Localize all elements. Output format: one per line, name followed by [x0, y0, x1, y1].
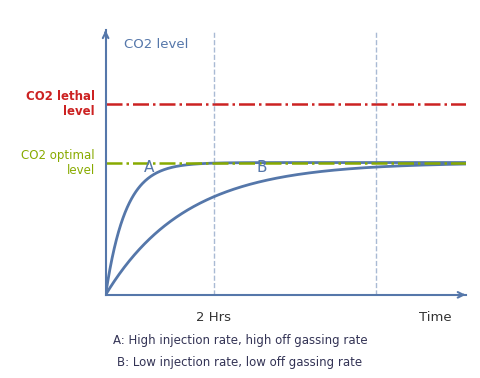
Text: CO2 level: CO2 level [124, 38, 188, 51]
Text: Time: Time [419, 311, 451, 324]
Text: CO2 lethal
level: CO2 lethal level [26, 90, 95, 118]
Text: A: A [144, 160, 154, 175]
Text: B: Low injection rate, low off gassing rate: B: Low injection rate, low off gassing r… [118, 356, 362, 369]
Text: A: High injection rate, high off gassing rate: A: High injection rate, high off gassing… [113, 334, 367, 347]
Text: B: B [257, 160, 267, 175]
Text: CO2 optimal
level: CO2 optimal level [21, 149, 95, 177]
Text: 2 Hrs: 2 Hrs [196, 311, 231, 324]
